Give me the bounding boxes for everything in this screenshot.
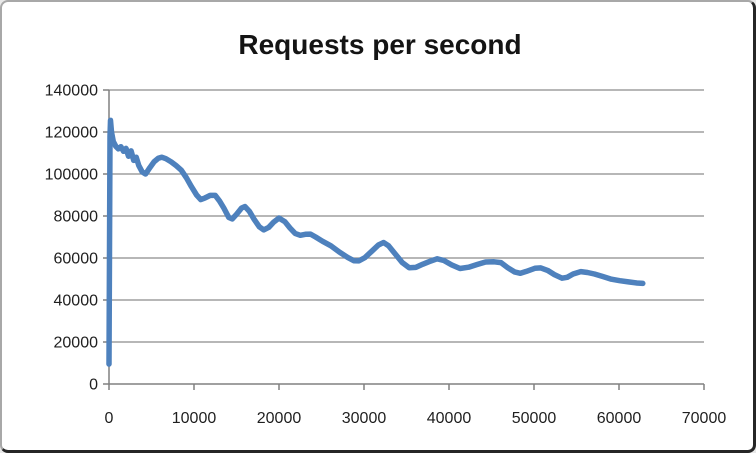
y-tick-label: 60000 — [54, 251, 99, 268]
gridlines — [109, 89, 704, 343]
x-tick-label: 40000 — [427, 410, 472, 427]
x-tick-label: 30000 — [342, 410, 387, 427]
series-line — [106, 117, 646, 367]
axis-tick-labels: 0 20000 40000 60000 80000 100000 120000 140000 0… — [45, 83, 727, 428]
x-tick-label: 10000 — [172, 410, 217, 427]
x-tick-label: 50000 — [512, 410, 557, 427]
chart-title: Requests per second — [238, 29, 521, 60]
y-tick-label: 0 — [89, 377, 98, 394]
x-tick-label: 70000 — [682, 410, 727, 427]
axes — [108, 90, 704, 385]
y-tick-label: 100000 — [45, 167, 98, 184]
y-tick-label: 40000 — [54, 293, 99, 310]
series-group — [106, 117, 646, 367]
y-tick-label: 140000 — [45, 83, 98, 100]
x-tick-label: 60000 — [597, 410, 642, 427]
y-tick-label: 20000 — [54, 335, 99, 352]
axis-tick-marks — [103, 89, 705, 390]
y-tick-label: 120000 — [45, 125, 98, 142]
x-tick-label: 0 — [105, 410, 114, 427]
y-tick-label: 80000 — [54, 209, 99, 226]
x-tick-label: 20000 — [257, 410, 302, 427]
